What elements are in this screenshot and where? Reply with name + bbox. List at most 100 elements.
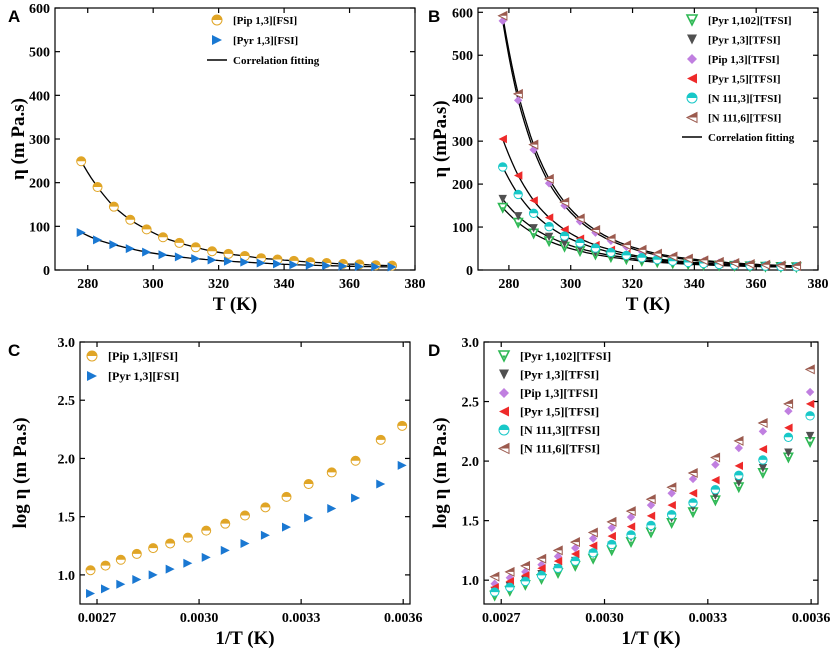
data-point [783, 398, 794, 409]
data-point [303, 479, 314, 490]
data-point [528, 208, 539, 219]
data-point [498, 134, 507, 144]
fit-curve [502, 138, 797, 268]
data-point [590, 225, 601, 236]
legend-label: Correlation fitting [708, 132, 795, 144]
data-point [512, 88, 523, 99]
data-point [505, 573, 515, 582]
legend-label: [N 111,3][TFSI] [520, 423, 600, 437]
data-point [322, 261, 332, 271]
data-point [805, 399, 815, 409]
data-point [711, 460, 720, 469]
x-tick-label: 280 [498, 277, 519, 292]
data-point [621, 250, 632, 261]
data-point [260, 530, 270, 540]
legend-label: [Pyr 1,3][FSI] [108, 369, 179, 383]
data-point [544, 179, 554, 188]
y-tick-label: 100 [29, 220, 50, 235]
legend: [Pip 1,3][FSI] [Pyr 1,3][FSI] Correlation … [207, 14, 320, 67]
x-tick-label: 340 [274, 277, 295, 292]
series--pip-1-3-fsi- [76, 156, 398, 271]
data-point [588, 548, 598, 558]
series--n-111-6-tfsi- [489, 364, 815, 582]
data-point [543, 173, 554, 184]
data-point [805, 431, 815, 441]
data-point [621, 240, 632, 251]
legend-item-fit: Correlation fitting [207, 55, 320, 67]
data-point [354, 262, 364, 272]
panel-letter: C [8, 341, 20, 360]
series--pip-1-3-tfsi- [490, 387, 815, 588]
data-point [744, 258, 755, 269]
legend-item: [Pyr 1,3][TFSI] [687, 34, 781, 47]
y-tick-label: 3.0 [58, 336, 76, 351]
data-point [260, 502, 271, 513]
data-point [626, 512, 636, 522]
data-point [529, 224, 538, 233]
data-point [504, 566, 515, 577]
data-point [497, 202, 509, 214]
data-point [239, 251, 250, 262]
x-tick-label: 320 [622, 277, 643, 292]
data-point [505, 582, 515, 593]
panel-letter: D [428, 341, 440, 360]
legend-label: [Pyr 1,5][TFSI] [520, 405, 599, 419]
data-point [733, 435, 744, 446]
data-point [529, 196, 538, 205]
x-axis-label: 1/T (K) [621, 628, 680, 649]
y-axis-label: log η (m Pa.s) [10, 417, 31, 528]
data-point [687, 467, 698, 479]
y-tick-label: 600 [452, 6, 473, 21]
series--pyr-1-5-tfsi- [498, 134, 801, 271]
data-point [125, 214, 136, 225]
data-point [190, 242, 201, 253]
data-point [560, 239, 569, 248]
data-point [667, 489, 676, 498]
plot-frame [477, 7, 819, 271]
series--n-111-3-tfsi- [489, 411, 815, 597]
data-point [667, 251, 678, 262]
data-point [304, 513, 314, 523]
data-point [587, 527, 598, 538]
data-point [116, 579, 126, 589]
data-point [569, 537, 580, 548]
x-axis-label: T (K) [626, 294, 671, 315]
x-tick-label: 0.0033 [689, 611, 728, 626]
plot-frame [483, 341, 819, 605]
legend-item: [Pyr 1,3][FSI] [87, 369, 179, 383]
y-tick-label: 500 [452, 49, 473, 64]
legend-item: [Pyr 1,102][TFSI] [685, 14, 792, 27]
legend-item: [Pyr 1,3][TFSI] [499, 368, 599, 382]
data-point [108, 201, 119, 212]
legend: [Pyr 1,102][TFSI] [Pyr 1,3][TFSI] [Pip 1,3… [497, 349, 611, 456]
x-axis-label: T (K) [213, 294, 258, 315]
data-point [132, 575, 142, 585]
data-point [158, 232, 168, 243]
x-tick-label: 380 [405, 277, 426, 292]
x-tick-label: 0.0036 [384, 611, 423, 626]
data-point [165, 564, 175, 574]
data-point [513, 96, 523, 105]
data-point [100, 560, 111, 571]
legend-label: [Pip 1,3][FSI] [108, 349, 178, 363]
data-point [520, 576, 531, 587]
legend-label: [Pyr 1,3][FSI] [233, 35, 298, 47]
data-point [76, 156, 87, 167]
data-point [351, 493, 361, 503]
data-point [497, 10, 508, 21]
data-point [513, 212, 523, 221]
x-tick-label: 300 [560, 277, 581, 292]
legend-item: [Pip 1,3][FSI] [86, 349, 178, 363]
y-axis-label: log η (m Pa.s) [430, 417, 451, 528]
data-point [281, 491, 292, 502]
data-point [559, 197, 570, 208]
data-point [513, 189, 523, 200]
x-tick-label: 320 [208, 277, 229, 292]
data-point [201, 552, 211, 562]
data-point [240, 257, 250, 267]
legend-item: [Pip 1,3][FSI] [211, 14, 297, 27]
data-point [571, 549, 580, 559]
y-tick-label: 200 [29, 177, 50, 192]
x-tick-label: 340 [684, 277, 705, 292]
data-point [93, 235, 103, 245]
